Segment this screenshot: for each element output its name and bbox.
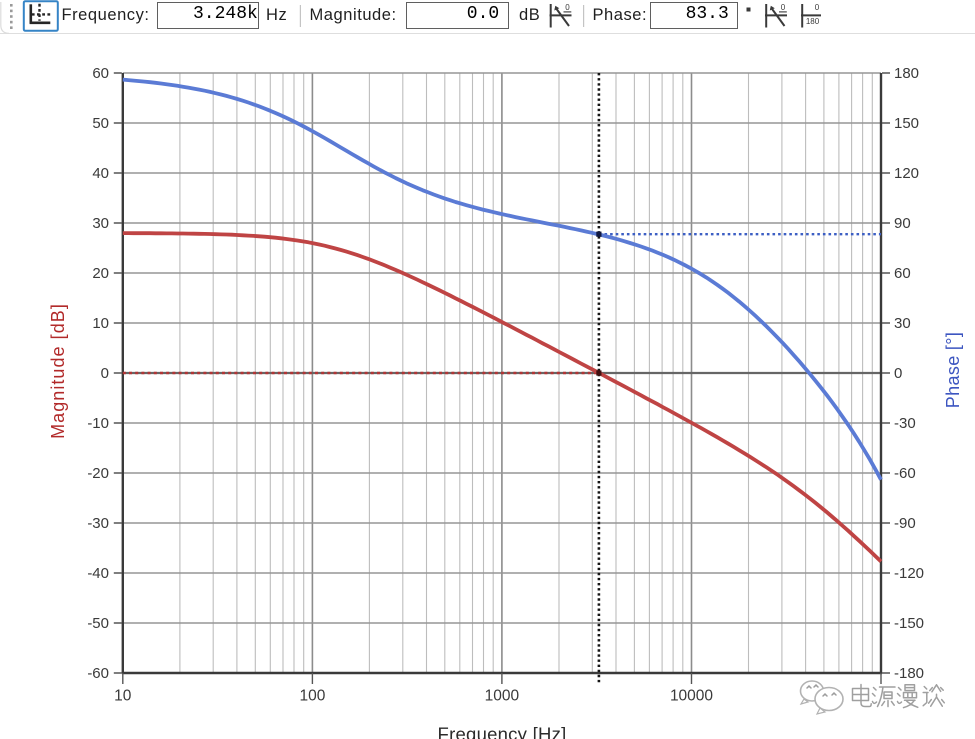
svg-text:10: 10 [114, 688, 132, 705]
svg-text:100: 100 [299, 688, 325, 705]
svg-text:-150: -150 [894, 615, 924, 632]
svg-text:Phase [°]: Phase [°] [943, 332, 963, 408]
svg-text:Magnitude [dB]: Magnitude [dB] [48, 303, 68, 439]
svg-text:-60: -60 [894, 465, 916, 482]
svg-text:10: 10 [92, 315, 109, 332]
svg-text:40: 40 [92, 165, 109, 182]
svg-text:30: 30 [92, 215, 109, 232]
svg-text:-30: -30 [894, 415, 916, 432]
svg-text:0: 0 [101, 365, 109, 382]
svg-text:-90: -90 [894, 515, 916, 532]
svg-text:60: 60 [894, 265, 911, 282]
svg-text:150: 150 [894, 115, 919, 132]
svg-text:-40: -40 [87, 565, 109, 582]
svg-text:-30: -30 [87, 515, 109, 532]
svg-text:1000: 1000 [485, 688, 520, 705]
svg-text:60: 60 [92, 65, 109, 82]
svg-text:20: 20 [92, 265, 109, 282]
svg-text:-50: -50 [87, 615, 109, 632]
svg-text:-60: -60 [87, 665, 109, 682]
svg-text:50: 50 [92, 115, 109, 132]
svg-text:10000: 10000 [670, 688, 713, 705]
svg-text:180: 180 [806, 17, 820, 26]
svg-text:-20: -20 [87, 465, 109, 482]
svg-text:Frequency [Hz]: Frequency [Hz] [438, 723, 567, 739]
svg-text:0: 0 [565, 3, 570, 12]
svg-text:-120: -120 [894, 565, 924, 582]
svg-text:0: 0 [815, 3, 820, 12]
svg-text:90: 90 [894, 215, 911, 232]
svg-text:30: 30 [894, 315, 911, 332]
svg-text:120: 120 [894, 165, 919, 182]
svg-text:-180: -180 [894, 665, 924, 682]
svg-text:0: 0 [781, 3, 786, 12]
svg-text:0: 0 [894, 365, 902, 382]
svg-text:-10: -10 [87, 415, 109, 432]
svg-text:180: 180 [894, 65, 919, 82]
